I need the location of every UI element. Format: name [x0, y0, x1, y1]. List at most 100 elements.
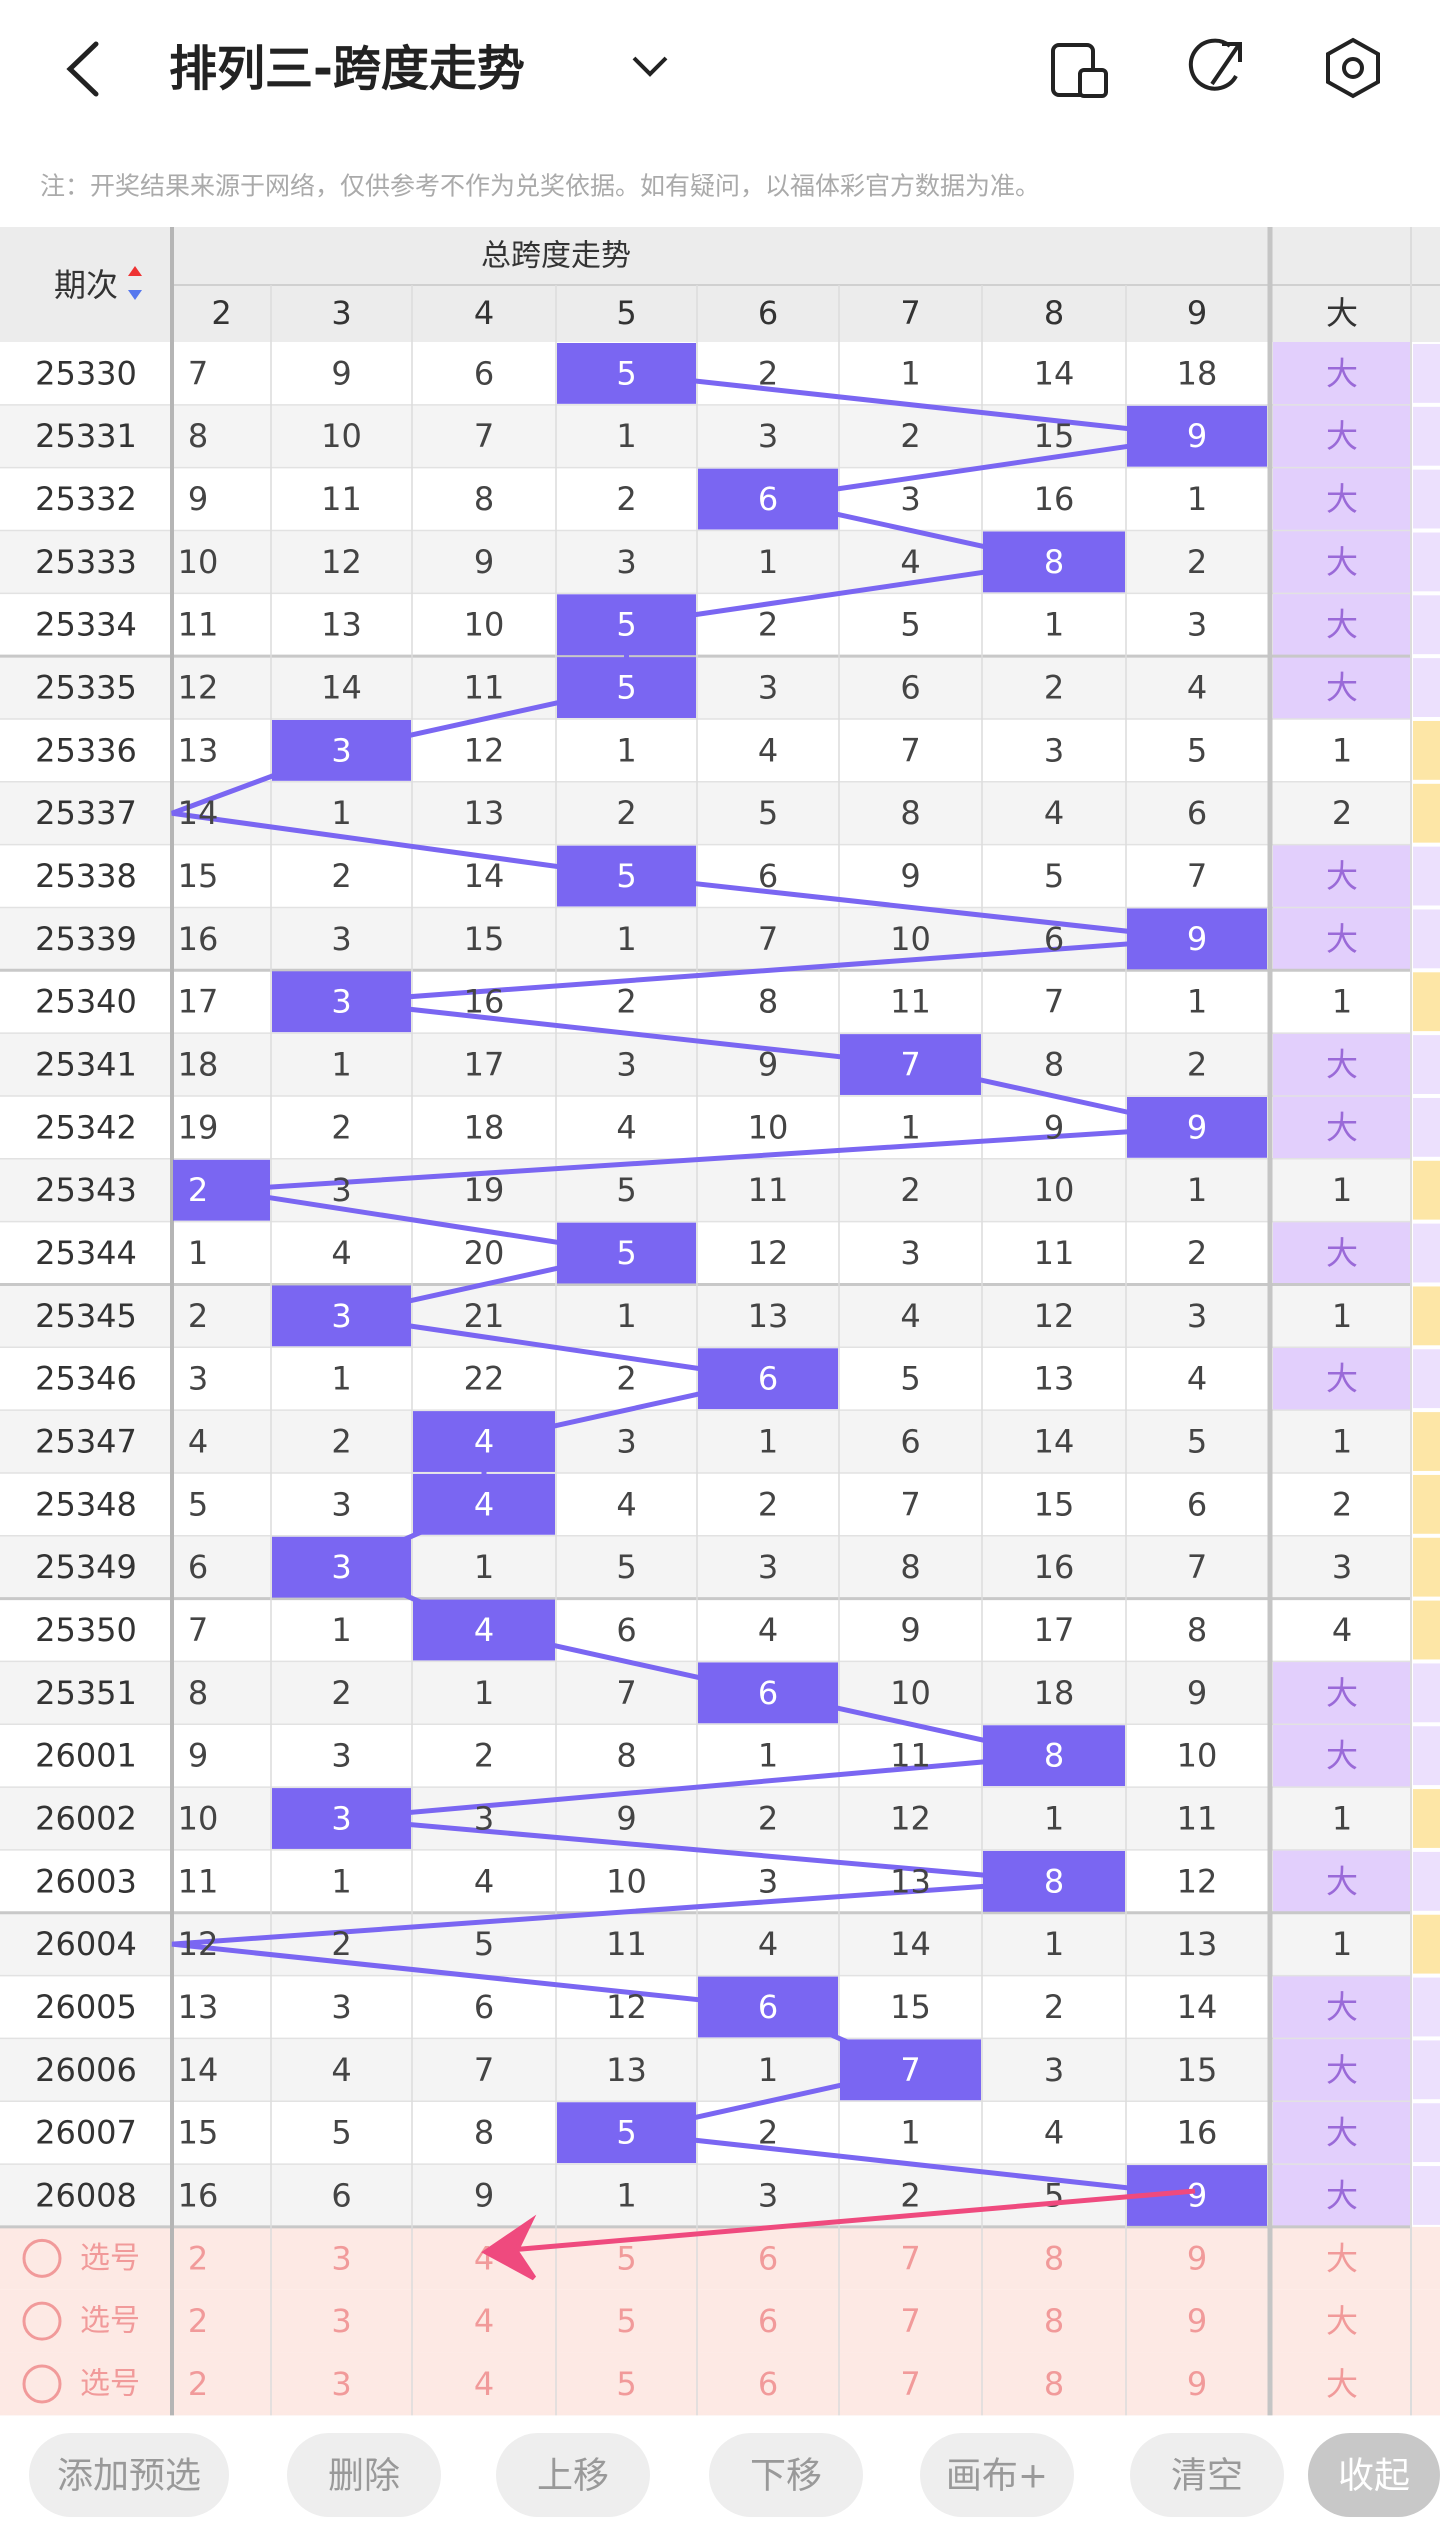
- pick-cell[interactable]: 3: [331, 2365, 351, 2403]
- pick-cell[interactable]: 2: [188, 2239, 208, 2277]
- cell: 3: [331, 1800, 351, 1838]
- pick-cell[interactable]: 7: [900, 2239, 920, 2277]
- cell: 1: [900, 354, 920, 392]
- side-marker: [1413, 1474, 1440, 1534]
- cell: 22: [464, 1360, 505, 1398]
- side-marker: [1413, 406, 1440, 466]
- cell: 2: [331, 1108, 351, 1146]
- issue: 25332: [35, 480, 137, 518]
- cell: 3: [616, 1046, 636, 1084]
- pick-row-bg: [0, 2352, 1440, 2416]
- pick-radio[interactable]: [22, 2364, 62, 2404]
- row-background: [0, 1410, 1411, 1473]
- title-dropdown[interactable]: [632, 56, 668, 77]
- pick-cell[interactable]: 9: [1187, 2239, 1207, 2277]
- cell: 18: [178, 1046, 219, 1084]
- pick-cell[interactable]: 9: [1187, 2365, 1207, 2403]
- row-background: [0, 593, 1411, 657]
- action-button[interactable]: [709, 2433, 863, 2517]
- pick-cell[interactable]: 5: [616, 2302, 636, 2340]
- pick-cell[interactable]: 3: [331, 2239, 351, 2277]
- pick-cell[interactable]: 5: [616, 2239, 636, 2277]
- pick-cell[interactable]: 6: [758, 2365, 778, 2403]
- column-header: 9: [1187, 294, 1207, 332]
- pick-size[interactable]: 大: [1326, 2239, 1358, 2277]
- cell: 5: [331, 2114, 351, 2152]
- icon-settings[interactable]: [1326, 37, 1380, 99]
- cell: 15: [178, 2114, 219, 2152]
- pick-radio[interactable]: [22, 2238, 62, 2278]
- cell: 5: [616, 1234, 636, 1272]
- cell: 6: [474, 1988, 494, 2026]
- pick-cell[interactable]: 2: [188, 2302, 208, 2340]
- cell: 11: [1177, 1800, 1218, 1838]
- span-highlight: [557, 343, 696, 404]
- pick-label[interactable]: 选号: [80, 2366, 140, 2401]
- action-button[interactable]: [1308, 2433, 1440, 2517]
- pick-size[interactable]: 大: [1326, 2302, 1358, 2340]
- pick-cell[interactable]: 8: [1044, 2239, 1064, 2277]
- action-button[interactable]: [496, 2433, 650, 2517]
- sort-icon[interactable]: [128, 290, 142, 300]
- back-button[interactable]: [66, 41, 99, 97]
- side-marker: [1413, 1789, 1440, 1848]
- pick-cell[interactable]: 3: [331, 2302, 351, 2340]
- pick-cell[interactable]: 9: [1187, 2302, 1207, 2340]
- action-button[interactable]: [29, 2433, 229, 2517]
- size-cell: 1: [1332, 1297, 1352, 1335]
- cell: 3: [331, 920, 351, 958]
- action-button[interactable]: [1130, 2433, 1284, 2517]
- cell: 17: [1034, 1611, 1075, 1649]
- button-label[interactable]: 画布+: [946, 2456, 1048, 2497]
- cell: 6: [616, 1611, 636, 1649]
- action-button[interactable]: [287, 2433, 441, 2517]
- pick-radio[interactable]: [22, 2301, 62, 2341]
- pick-cell[interactable]: 8: [1044, 2302, 1064, 2340]
- size-cell-bg: [1273, 2164, 1411, 2227]
- icon-screen[interactable]: [1051, 43, 1108, 98]
- pick-cell[interactable]: 5: [616, 2365, 636, 2403]
- cell: 6: [188, 1548, 208, 1586]
- pick-cell[interactable]: 4: [474, 2239, 494, 2277]
- issue: 25338: [35, 857, 137, 895]
- cell: 14: [1177, 1988, 1218, 2026]
- pick-cell[interactable]: 7: [900, 2302, 920, 2340]
- pick-cell[interactable]: 2: [188, 2365, 208, 2403]
- pick-size[interactable]: 大: [1326, 2365, 1358, 2403]
- button-label[interactable]: 添加预选: [57, 2456, 201, 2497]
- size-cell: 大: [1326, 1360, 1358, 1398]
- cell: 15: [1034, 417, 1075, 455]
- cell: 10: [178, 1800, 219, 1838]
- pick-cell[interactable]: 4: [474, 2302, 494, 2340]
- side-marker: [1413, 1412, 1440, 1471]
- button-label[interactable]: 删除: [328, 2456, 400, 2497]
- button-label[interactable]: 清空: [1171, 2456, 1243, 2497]
- button-label[interactable]: 上移: [537, 2456, 609, 2497]
- pick-label[interactable]: 选号: [80, 2241, 140, 2276]
- cell: 9: [1187, 417, 1207, 455]
- pick-cell[interactable]: 6: [758, 2239, 778, 2277]
- cell: 10: [890, 1674, 931, 1712]
- pick-arrow: [481, 2188, 1196, 2281]
- row-background: [0, 2038, 1411, 2102]
- cell: 15: [1177, 2051, 1218, 2089]
- button-label[interactable]: 收起: [1338, 2456, 1410, 2497]
- issue: 25350: [35, 1611, 137, 1649]
- icon-share[interactable]: [1188, 38, 1242, 91]
- pick-cell[interactable]: 6: [758, 2302, 778, 2340]
- action-button[interactable]: [920, 2433, 1074, 2517]
- pick-cell[interactable]: 4: [474, 2365, 494, 2403]
- row-background: [0, 1472, 1411, 1536]
- cell: 1: [758, 1737, 778, 1775]
- pick-label[interactable]: 选号: [80, 2304, 140, 2339]
- cell: 15: [464, 920, 505, 958]
- row-background: [0, 718, 1411, 782]
- pick-cell[interactable]: 7: [900, 2365, 920, 2403]
- cell: 8: [474, 480, 494, 518]
- button-label[interactable]: 下移: [750, 2456, 822, 2497]
- sort-icon[interactable]: [128, 266, 142, 276]
- pick-cell[interactable]: 8: [1044, 2365, 1064, 2403]
- cell: 9: [1044, 1108, 1064, 1146]
- cell: 14: [1034, 1423, 1075, 1461]
- span-highlight: [698, 1976, 838, 2038]
